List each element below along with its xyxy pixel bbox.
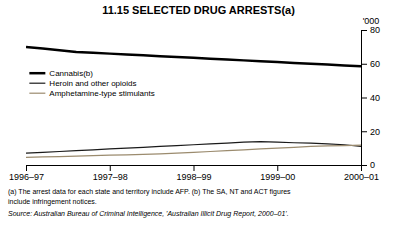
title: 11.15 SELECTED DRUG ARRESTS(a)	[102, 4, 295, 16]
tick-label: 80	[370, 25, 380, 35]
tick: 40	[361, 93, 380, 103]
tick: 1996–97	[9, 165, 44, 182]
tick-label: 1999–00	[260, 172, 295, 182]
tick-label: 1998–99	[176, 172, 211, 182]
tick-mark	[110, 165, 111, 171]
tick-label: 1997–98	[93, 172, 128, 182]
tick-label: 60	[370, 59, 380, 69]
tick-mark	[26, 165, 27, 171]
tick-mark	[194, 165, 195, 171]
tick-mark	[361, 131, 367, 132]
axis-domain	[27, 166, 362, 172]
axis-domain	[362, 31, 368, 166]
tick: 0	[361, 160, 375, 170]
tick-mark	[361, 98, 367, 99]
legend-label: Cannabis(b)	[49, 69, 93, 78]
tick-label: 0	[370, 160, 375, 170]
legend-label: Heroin and other opioids	[49, 79, 136, 88]
annotation: include infringement notices.	[8, 198, 97, 206]
tick-label: 2000–01	[344, 172, 379, 182]
series-line	[26, 142, 361, 153]
tick: 1998–99	[176, 165, 211, 182]
tick: 20	[361, 127, 380, 137]
annotation: Source: Australian Bureau of Criminal In…	[8, 210, 289, 218]
legend-swatch	[29, 72, 45, 75]
x-axis: 1996–97 1997–98 1998–99 1999–00 2000–01	[9, 165, 379, 182]
lines	[26, 47, 361, 158]
legend-label: Amphetamine-type stimulants	[49, 89, 154, 98]
series-line	[26, 47, 361, 66]
tick-label: 20	[370, 127, 380, 137]
tick: 60	[361, 59, 380, 69]
tick-label: 40	[370, 93, 380, 103]
tick-label: 1996–97	[9, 172, 44, 182]
tick: 1999–00	[260, 165, 295, 182]
axis-title: '000	[363, 16, 380, 26]
series-line	[26, 145, 361, 157]
tick: 1997–98	[93, 165, 128, 182]
legend-item: Cannabis(b)	[29, 69, 93, 78]
legend-swatch	[29, 93, 45, 94]
legend-item: Heroin and other opioids	[29, 79, 136, 88]
tick-mark	[361, 64, 367, 65]
plot-area: 1996–97 1997–98 1998–99 1999–00 2000–01 0 20 40…	[9, 25, 380, 182]
legend: Cannabis(b)Heroin and other opioidsAmphe…	[29, 69, 154, 98]
tick-mark	[361, 30, 367, 31]
chart: 1996–97 1997–98 1998–99 1999–00 2000–01 0 20 40…	[0, 0, 397, 227]
tick: 80	[361, 25, 380, 35]
legend-item: Amphetamine-type stimulants	[29, 89, 154, 98]
tick-mark	[277, 165, 278, 171]
y-axis: 0 20 40 60 80	[361, 25, 380, 170]
legend-swatch	[29, 83, 45, 84]
tick-mark	[361, 165, 367, 166]
annotation: (a) The arrest data for each state and t…	[8, 188, 291, 196]
